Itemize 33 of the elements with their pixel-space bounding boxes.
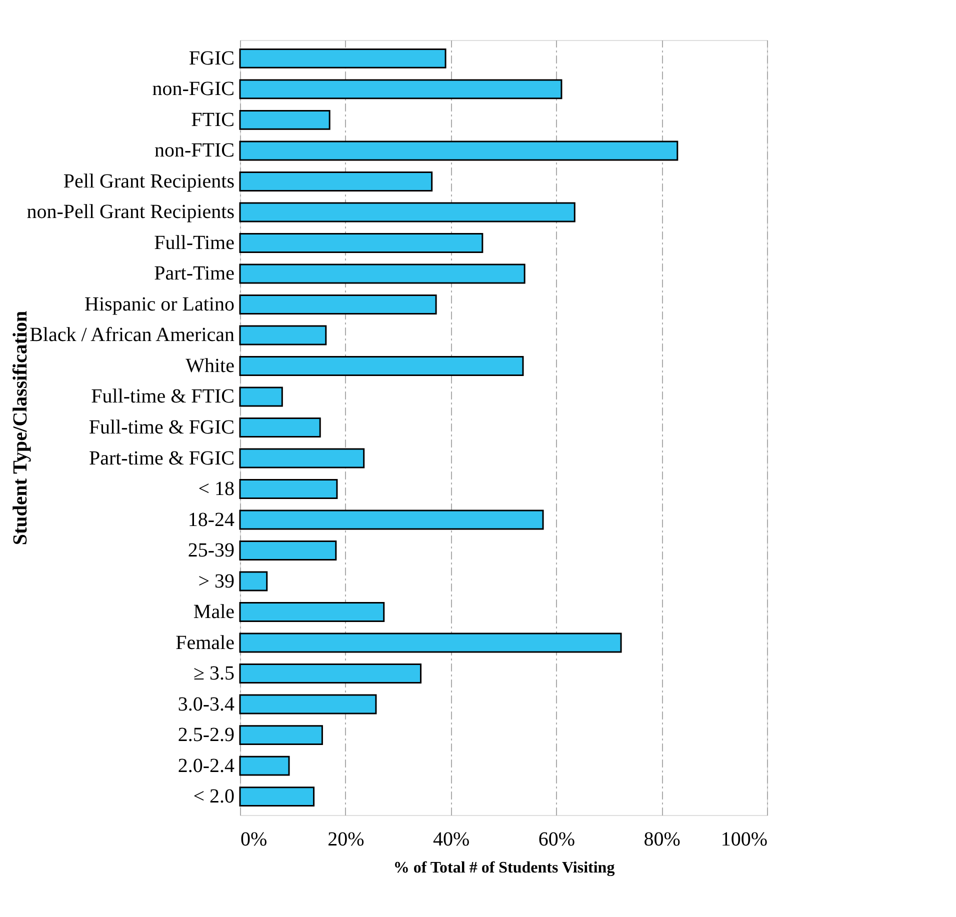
y-tick-label: Pell Grant Recipients <box>63 170 235 192</box>
x-axis-title: % of Total # of Students Visiting <box>393 860 615 876</box>
x-tick-label: 100% <box>720 828 768 850</box>
y-tick-label: Full-time & FTIC <box>91 386 234 408</box>
x-tick-label: 20% <box>328 828 364 850</box>
y-tick-label: Male <box>193 601 235 624</box>
y-tick-label: 2.0-2.4 <box>178 754 234 777</box>
y-tick-label: 3.0-3.4 <box>178 693 234 716</box>
y-tick-label: Full-time & FGIC <box>88 416 234 438</box>
y-tick-label: Full-Time <box>154 232 235 254</box>
y-tick-label: Hispanic or Latino <box>84 293 234 316</box>
x-tick-label: 0% <box>240 828 268 850</box>
y-tick-label: White <box>186 354 235 377</box>
x-tick-label: 60% <box>538 828 576 850</box>
x-tick-label: 80% <box>644 828 680 850</box>
y-tick-label: 18-24 <box>188 508 234 531</box>
y-tick-label: Black / African American <box>30 324 234 346</box>
y-tick-label: < 18 <box>198 478 234 500</box>
x-tick-label: 40% <box>432 828 470 850</box>
y-tick-label: Part-Time <box>154 262 235 285</box>
y-tick-label: 2.5-2.9 <box>178 724 234 746</box>
y-tick-label: FTIC <box>191 108 234 131</box>
y-tick-label: ≥ 3.5 <box>194 662 234 685</box>
y-tick-label: 25-39 <box>188 540 234 562</box>
y-tick-label: non-FTIC <box>154 140 234 162</box>
y-tick-label: FGIC <box>188 47 234 70</box>
y-tick-label: < 2.0 <box>193 786 234 808</box>
y-tick-label: Part-time & FGIC <box>88 447 234 470</box>
y-tick-label: non-FGIC <box>152 78 234 100</box>
y-tick-label: non-Pell Grant Recipients <box>26 201 235 224</box>
y-axis-title: Student Type/Classification <box>10 310 32 546</box>
y-tick-label: > 39 <box>198 570 234 592</box>
y-tick-label: Female <box>176 632 235 654</box>
